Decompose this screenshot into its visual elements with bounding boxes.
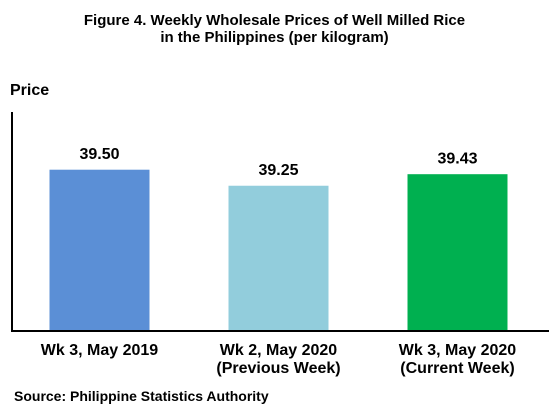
source-note: Source: Philippine Statistics Authority [14, 388, 269, 404]
y-axis-label: Price [10, 82, 50, 99]
bar [228, 185, 329, 330]
bar [49, 169, 150, 330]
bar [407, 174, 508, 330]
x-tick-label: Wk 3, May 2020 (Current Week) [398, 342, 517, 378]
chart-title: Figure 4. Weekly Wholesale Prices of Wel… [83, 12, 466, 47]
value-label: 39.43 [437, 150, 477, 167]
value-label: 39.50 [79, 146, 119, 163]
x-tick-label: Wk 2, May 2020 (Previous Week) [216, 342, 341, 378]
x-tick-label: Wk 3, May 2019 [40, 342, 159, 359]
value-label: 39.25 [258, 162, 298, 179]
